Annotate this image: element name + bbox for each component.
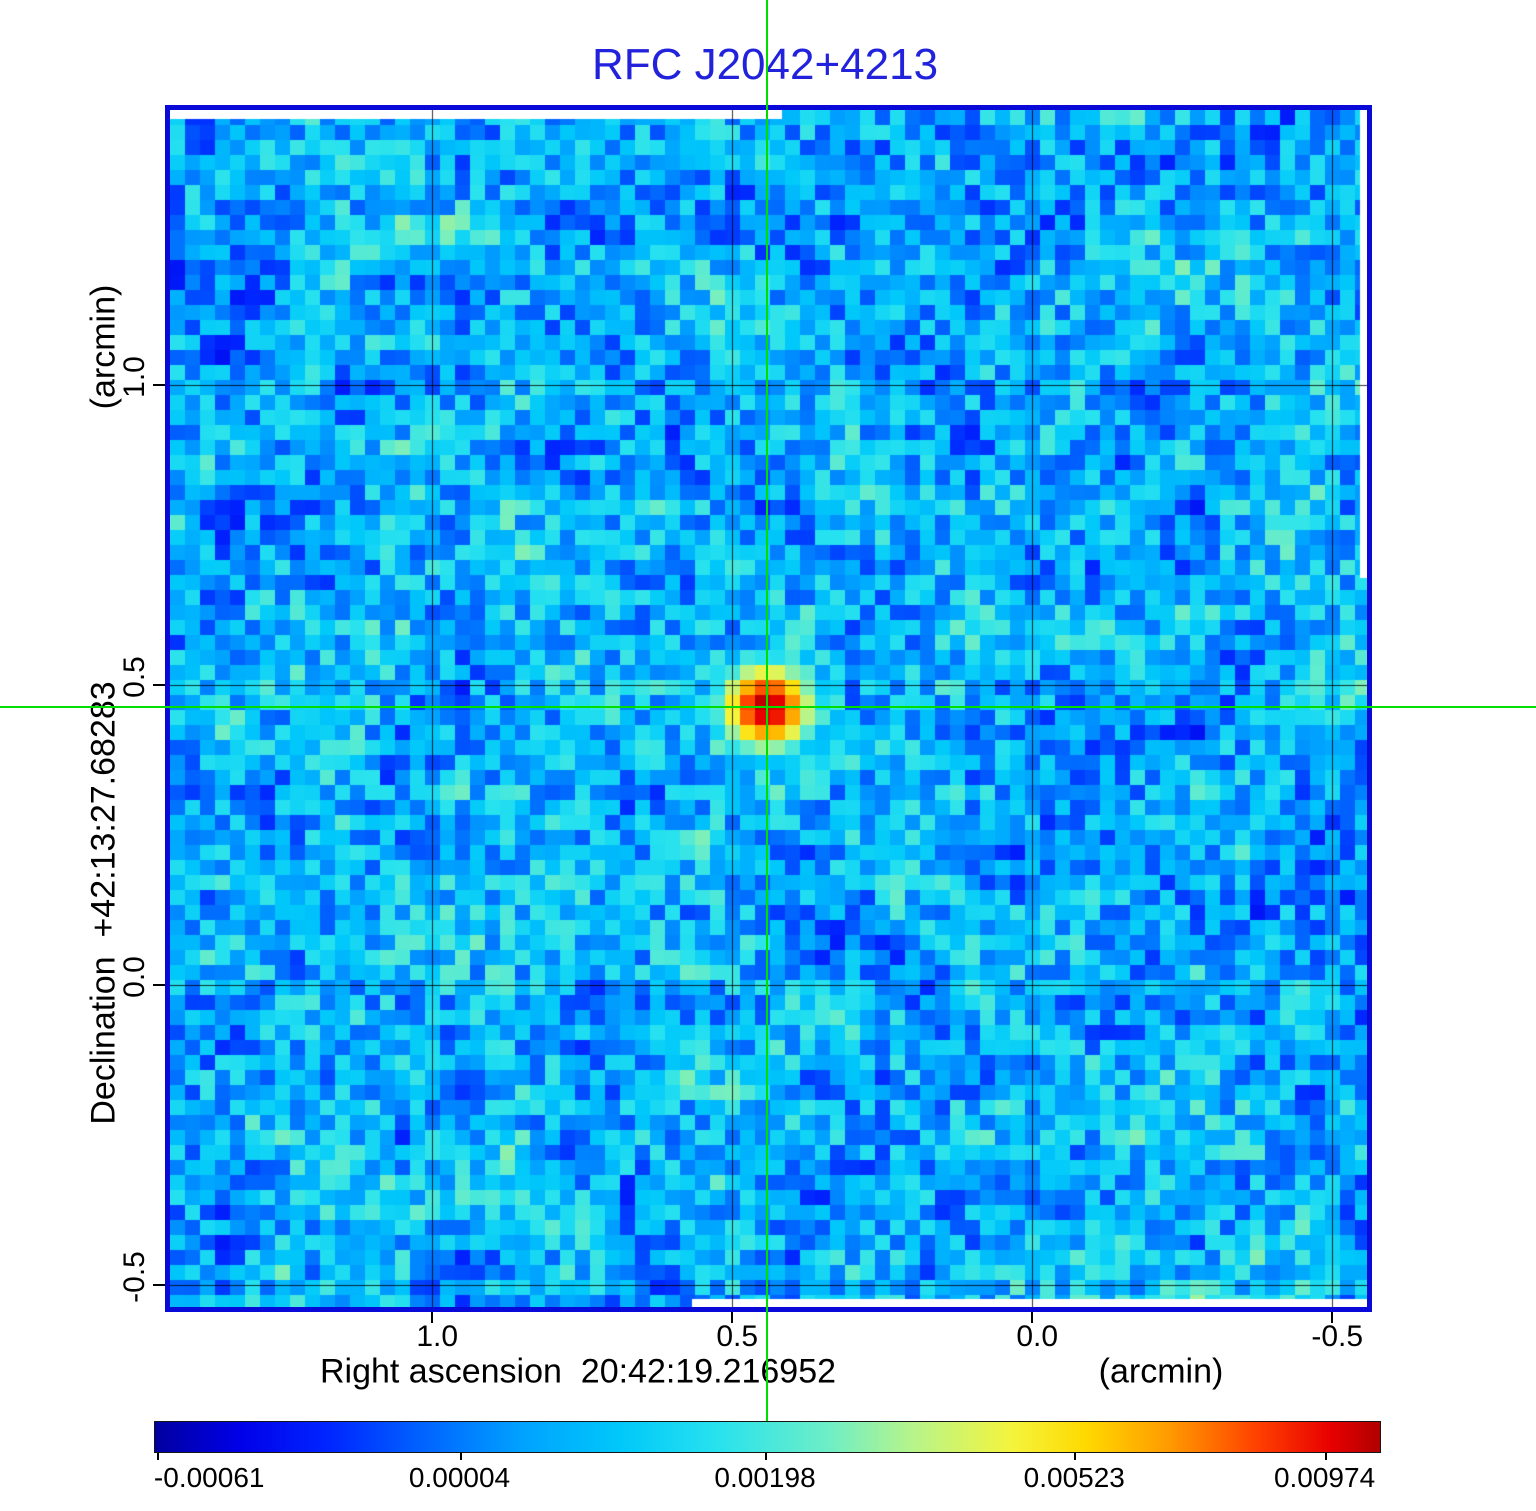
y-tick-mark <box>153 983 165 986</box>
colorbar-tick-mark <box>1324 1453 1327 1460</box>
sky-map-image <box>170 110 1367 1307</box>
colorbar-value-label: 0.00974 <box>1273 1462 1376 1493</box>
x-tick-mark <box>431 1312 434 1323</box>
colorbar-value-label: 0.00198 <box>714 1462 816 1493</box>
x-axis-unit-label: (arcmin) <box>1098 1352 1224 1391</box>
x-axis-title: Right ascension 20:42:19.216952 <box>319 1352 837 1391</box>
x-tick-mark <box>1031 1312 1034 1323</box>
x-tick-mark <box>1331 1312 1334 1323</box>
x-tick-label: 0.5 <box>716 1320 759 1353</box>
x-tick-label: -0.5 <box>1311 1320 1364 1353</box>
y-axis-title: Declination +42:13:27.68283 <box>84 681 123 1125</box>
y-tick-label: -0.5 <box>118 1250 151 1303</box>
x-tick-label: 0.0 <box>1016 1320 1059 1353</box>
colorbar-tick-mark <box>459 1453 462 1460</box>
y-tick-mark <box>153 383 165 386</box>
x-tick-mark <box>731 1312 734 1323</box>
colorbar-gradient <box>154 1421 1381 1453</box>
colorbar-tick-mark <box>1074 1453 1077 1460</box>
colorbar-tick-mark <box>765 1453 768 1460</box>
y-axis-unit-label: (arcmin) <box>84 284 123 410</box>
colorbar-value-label: -0.00061 <box>153 1462 265 1493</box>
crosshair-horizontal-line <box>0 706 1536 708</box>
crosshair-vertical-line <box>766 0 768 1421</box>
page-title: RFC J2042+4213 <box>591 40 939 89</box>
colorbar-value-label: 0.00523 <box>1023 1462 1125 1493</box>
colorbar-tick-mark <box>157 1453 160 1460</box>
y-tick-mark <box>153 1283 165 1286</box>
x-tick-label: 1.0 <box>416 1320 459 1353</box>
colorbar-value-label: 0.00004 <box>408 1462 511 1493</box>
y-tick-mark <box>153 683 165 686</box>
